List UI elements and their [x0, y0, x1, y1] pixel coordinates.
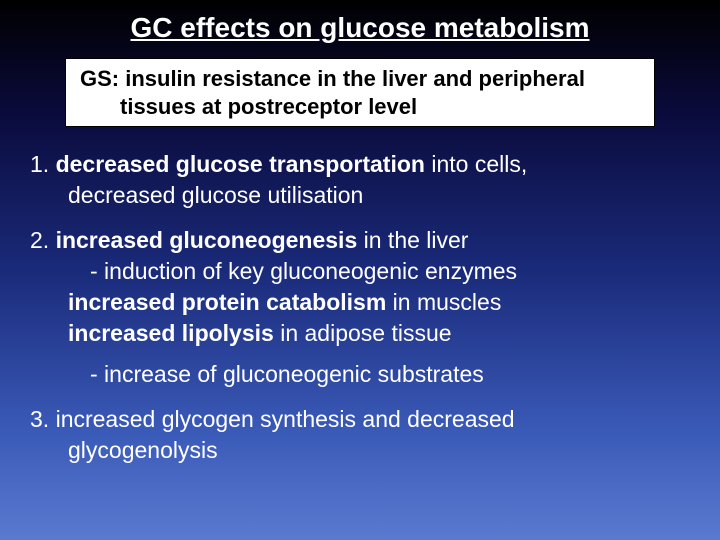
slide-title: GC effects on glucose metabolism	[30, 12, 690, 44]
box-line-2: tissues at postreceptor level	[80, 93, 640, 121]
item2-sub1: - induction of key gluconeogenic enzymes	[30, 256, 690, 287]
list-item-3: 3. increased glycogen synthesis and decr…	[30, 404, 690, 466]
slide: GC effects on glucose metabolism GS: ins…	[0, 0, 720, 540]
item2-bold2: increased protein catabolism	[68, 289, 386, 315]
item2-bold1: increased gluconeogenesis	[56, 227, 358, 253]
item2-rest2: in muscles	[386, 289, 501, 315]
body-content: 1. decreased glucose transportation into…	[30, 149, 690, 466]
item1-line1: 1. decreased glucose transportation into…	[30, 149, 690, 180]
item1-bold: decreased glucose transportation	[56, 151, 425, 177]
item1-rest: into cells,	[425, 151, 527, 177]
item2-line1: 2. increased gluconeogenesis in the live…	[30, 225, 690, 256]
item2-rest3: in adipose tissue	[274, 320, 452, 346]
item1-number: 1.	[30, 151, 56, 177]
item2-rest1: in the liver	[357, 227, 468, 253]
item3-number: 3.	[30, 406, 56, 432]
item2-line4: increased lipolysis in adipose tissue	[30, 318, 690, 349]
list-item-1: 1. decreased glucose transportation into…	[30, 149, 690, 211]
item3-line1: 3. increased glycogen synthesis and decr…	[30, 404, 690, 435]
box-line-1: GS: insulin resistance in the liver and …	[80, 65, 640, 93]
item2-line3: increased protein catabolism in muscles	[30, 287, 690, 318]
item1-line2: decreased glucose utilisation	[30, 180, 690, 211]
item2-bold3: increased lipolysis	[68, 320, 274, 346]
list-item-2: 2. increased gluconeogenesis in the live…	[30, 225, 690, 390]
item3-text1: increased glycogen synthesis and decreas…	[56, 406, 515, 432]
item3-line2: glycogenolysis	[30, 435, 690, 466]
item2-sub2: - increase of gluconeogenic substrates	[30, 359, 690, 390]
item2-number: 2.	[30, 227, 56, 253]
summary-box: GS: insulin resistance in the liver and …	[65, 58, 655, 127]
